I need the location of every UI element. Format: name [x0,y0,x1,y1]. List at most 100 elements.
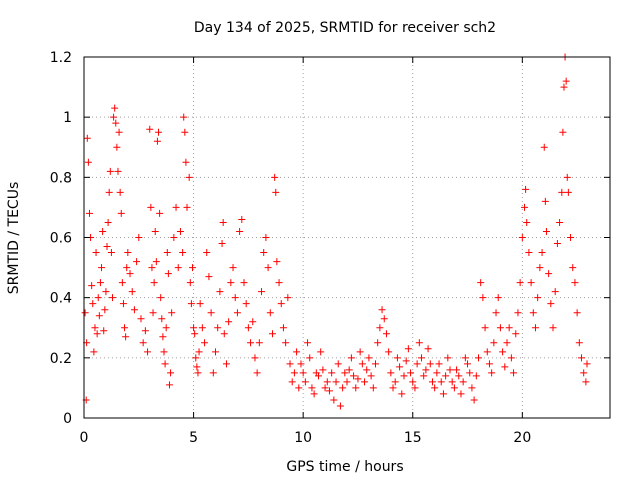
data-point [575,339,583,347]
data-point [560,83,568,91]
data-point [172,203,180,211]
data-point [400,372,408,380]
data-point [556,218,564,226]
data-point [231,294,239,302]
data-point [475,354,482,362]
data-point [104,218,112,226]
data-point [488,369,496,377]
data-point [516,279,524,287]
data-point [288,378,296,386]
data-point [233,309,241,317]
data-point [220,330,228,338]
data-point [195,348,203,356]
data-point [380,315,388,323]
data-point [464,360,472,368]
data-point [369,384,377,392]
data-point [156,209,164,217]
data-point [85,209,93,217]
data-point [527,279,535,287]
data-point [308,384,316,392]
data-point [149,309,157,317]
data-point [117,209,125,217]
data-point [522,185,530,193]
data-point [317,348,325,356]
data-point [391,378,399,386]
data-point [121,324,129,332]
data-point [431,384,439,392]
data-point [306,354,314,362]
data-point [96,279,104,287]
data-point [103,243,111,251]
data-point [186,279,194,287]
data-point [518,234,526,241]
data-point [450,384,458,392]
data-point [94,294,102,302]
data-point [182,158,190,166]
data-point [404,345,412,353]
data-point [319,366,327,374]
data-point [461,354,469,362]
data-point [402,357,410,365]
data-point [225,318,233,326]
data-point [361,378,369,386]
data-point [457,390,465,398]
data-point [275,279,283,287]
data-point [567,234,575,241]
data-point [114,167,122,175]
data-point [268,330,276,338]
data-point [538,249,546,257]
data-point [453,366,461,374]
data-point [376,324,384,332]
data-point [152,258,160,266]
data-point [115,128,123,136]
data-point [385,348,393,356]
data-point [106,167,114,175]
data-point [562,77,570,85]
data-point [203,249,211,257]
data-point [100,327,108,335]
data-point [271,173,279,181]
data-point [371,360,379,368]
data-point [578,354,586,362]
data-point [479,294,487,302]
data-point [110,113,118,121]
data-point [123,264,131,272]
data-point [214,324,222,332]
data-point [536,264,544,272]
data-point [334,360,342,368]
data-point [98,264,106,272]
chart-title: Day 134 of 2025, SRMTID for receiver sch… [194,20,496,36]
data-point [293,348,301,356]
data-point [523,218,531,226]
data-point [201,339,209,347]
y-tick-label: 0.8 [50,170,72,186]
data-point [477,279,485,287]
data-point [492,309,500,317]
data-point [540,143,548,151]
data-point [545,270,553,278]
data-point [229,264,237,272]
data-point [84,158,92,166]
data-point [277,300,285,308]
data-point [190,324,198,332]
data-point [455,372,463,380]
data-point [330,396,338,404]
data-point [112,119,120,127]
data-point [88,282,96,290]
data-point [559,128,567,136]
data-point [102,288,110,296]
data-point [328,369,336,377]
data-point [407,369,415,377]
data-point [212,348,219,356]
data-point [128,288,136,296]
data-point [209,369,217,377]
data-point [352,384,360,392]
data-point [490,339,498,347]
data-point [483,348,491,356]
data-point [481,324,489,332]
data-point [580,369,588,377]
data-point [107,249,115,257]
y-axis-label: SRMTID / TECUs [6,182,22,295]
data-point [501,363,509,371]
